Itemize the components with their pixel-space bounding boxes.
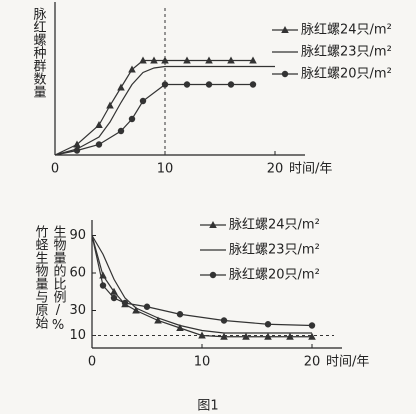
triangle-marker: [117, 83, 125, 91]
y-tick-label: 60: [69, 266, 86, 281]
triangle-marker: [264, 332, 272, 340]
triangle-marker: [227, 56, 235, 64]
circle-marker: [143, 303, 151, 310]
triangle-marker: [308, 332, 316, 340]
circle-marker: [308, 322, 316, 329]
triangle-marker: [161, 56, 169, 64]
y-tick-label: 90: [69, 228, 86, 243]
circle-marker: [161, 81, 169, 88]
legend-label: 脉红螺24只/m²: [229, 217, 320, 233]
y-axis-label: 脉红螺种群数量: [31, 7, 47, 98]
triangle-marker: [95, 121, 103, 128]
series-line: [54, 65, 275, 156]
circle-marker: [99, 282, 107, 289]
x-axis-label: 时间/年: [289, 162, 332, 177]
legend-label: 脉红螺24只/m²: [301, 22, 392, 38]
caption: 图1: [197, 399, 218, 414]
triangle-marker: [110, 287, 118, 295]
triangle-marker: [73, 140, 81, 148]
triangle-marker: [132, 306, 140, 314]
x-tick-label: 20: [304, 355, 321, 370]
circle-marker: [183, 81, 191, 88]
series-line: [91, 235, 312, 334]
triangle-marker: [150, 56, 158, 64]
circle-marker: [121, 299, 129, 307]
circle-marker: [73, 147, 81, 154]
y-axis-label: 生物量的比例/%: [51, 225, 67, 333]
triangle-marker: [198, 331, 206, 339]
x-tick-label: 10: [194, 355, 211, 370]
x-tick-label: 0: [51, 162, 59, 177]
y-tick-label: 30: [69, 303, 86, 318]
triangle-marker: [242, 332, 250, 340]
series-line: [54, 59, 253, 156]
circle-marker: [281, 70, 289, 78]
triangle-marker: [139, 56, 147, 64]
legend-label: 脉红螺20只/m²: [229, 267, 320, 283]
circle-marker: [227, 81, 235, 88]
x-tick-label: 0: [88, 355, 96, 370]
circle-marker: [220, 317, 228, 324]
circle-marker: [139, 97, 147, 105]
triangle-marker: [183, 56, 191, 64]
circle-marker: [117, 127, 125, 135]
circle-marker: [249, 81, 257, 88]
legend-label: 脉红螺20只/m²: [301, 66, 392, 82]
triangle-marker: [106, 101, 114, 109]
circle-marker: [176, 311, 184, 318]
circle-marker: [128, 115, 136, 123]
triangle-marker: [209, 221, 217, 228]
triangle-marker: [128, 65, 136, 73]
y-tick-label: 10: [69, 328, 86, 343]
triangle-marker: [205, 56, 213, 64]
triangle-marker: [220, 332, 228, 340]
circle-marker: [110, 294, 118, 302]
legend-label: 脉红螺23只/m²: [229, 242, 320, 258]
y-axis-label: 竹蛏生物量与原始: [33, 225, 49, 329]
circle-marker: [95, 141, 103, 148]
triangle-marker: [154, 316, 162, 324]
triangle-marker: [286, 332, 294, 340]
circle-marker: [205, 81, 213, 88]
legend-label: 脉红螺23只/m²: [301, 44, 392, 60]
x-axis-label: 时间/年: [326, 355, 369, 370]
triangle-marker: [281, 26, 289, 33]
x-tick-label: 10: [157, 162, 174, 177]
triangle-marker: [249, 56, 257, 64]
x-tick-label: 20: [267, 162, 284, 177]
triangle-marker: [176, 324, 184, 331]
circle-marker: [264, 321, 272, 328]
circle-marker: [209, 271, 217, 279]
